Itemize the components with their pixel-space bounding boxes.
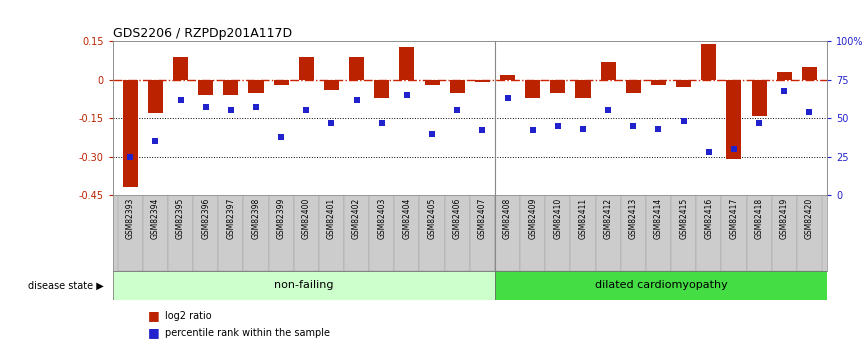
FancyBboxPatch shape [495,195,520,271]
Text: GSM82397: GSM82397 [226,198,236,239]
Bar [475,80,490,82]
FancyBboxPatch shape [369,195,394,271]
Text: GSM82405: GSM82405 [428,198,436,239]
FancyBboxPatch shape [495,272,827,299]
FancyBboxPatch shape [168,195,193,271]
Text: ■: ■ [148,309,160,322]
Bar [374,80,390,98]
Text: GSM82393: GSM82393 [126,198,135,239]
Bar [500,75,515,80]
Bar [399,47,415,80]
Text: non-failing: non-failing [274,280,333,290]
Text: GSM82398: GSM82398 [251,198,261,239]
FancyBboxPatch shape [319,195,344,271]
Text: GSM82409: GSM82409 [528,198,537,239]
FancyBboxPatch shape [218,195,243,271]
Text: GSM82404: GSM82404 [403,198,411,239]
FancyBboxPatch shape [621,195,646,271]
Bar [198,80,213,95]
FancyBboxPatch shape [268,195,294,271]
Text: dilated cardiomyopathy: dilated cardiomyopathy [595,280,727,290]
Text: GSM82399: GSM82399 [276,198,286,239]
Bar [274,80,288,85]
Text: GSM82413: GSM82413 [629,198,638,239]
Text: GSM82415: GSM82415 [679,198,688,239]
Text: GSM82412: GSM82412 [604,198,612,239]
Bar [223,80,238,95]
Bar [449,80,465,92]
FancyBboxPatch shape [571,195,596,271]
Text: GSM82403: GSM82403 [378,198,386,239]
Text: GSM82407: GSM82407 [478,198,487,239]
FancyBboxPatch shape [546,195,571,271]
Text: GSM82420: GSM82420 [805,198,814,239]
FancyBboxPatch shape [520,195,546,271]
Text: disease state ▶: disease state ▶ [29,280,104,290]
Text: GSM82416: GSM82416 [704,198,714,239]
Bar [777,72,792,80]
FancyBboxPatch shape [193,195,218,271]
FancyBboxPatch shape [772,195,797,271]
Text: GSM82414: GSM82414 [654,198,663,239]
Bar [148,80,163,113]
FancyBboxPatch shape [394,195,419,271]
Text: percentile rank within the sample: percentile rank within the sample [165,328,330,338]
Text: GSM82419: GSM82419 [779,198,789,239]
Text: ■: ■ [148,326,160,339]
FancyBboxPatch shape [671,195,696,271]
Text: GSM82395: GSM82395 [176,198,185,239]
Bar [349,57,364,80]
Bar [173,57,188,80]
Text: GSM82406: GSM82406 [453,198,462,239]
Bar [752,80,766,116]
Bar [802,67,817,80]
FancyBboxPatch shape [596,195,621,271]
Bar [651,80,666,85]
Bar [324,80,339,90]
Bar [576,80,591,98]
FancyBboxPatch shape [696,195,721,271]
Text: GSM82402: GSM82402 [352,198,361,239]
FancyBboxPatch shape [113,272,495,299]
FancyBboxPatch shape [118,195,143,271]
Text: GSM82400: GSM82400 [301,198,311,239]
Bar [727,80,741,159]
FancyBboxPatch shape [243,195,268,271]
Text: GSM82411: GSM82411 [578,198,587,239]
Bar [701,44,716,80]
Text: GSM82418: GSM82418 [754,198,764,239]
Bar [123,80,138,187]
Text: GDS2206 / RZPDp201A117D: GDS2206 / RZPDp201A117D [113,27,292,40]
Text: GSM82401: GSM82401 [327,198,336,239]
FancyBboxPatch shape [344,195,369,271]
Bar [550,80,565,92]
Bar [525,80,540,98]
Bar [601,62,616,80]
Text: GSM82394: GSM82394 [151,198,160,239]
Text: GSM82396: GSM82396 [201,198,210,239]
Text: log2 ratio: log2 ratio [165,311,211,321]
FancyBboxPatch shape [444,195,469,271]
Bar [676,80,691,87]
Text: GSM82408: GSM82408 [503,198,512,239]
FancyBboxPatch shape [143,195,168,271]
FancyBboxPatch shape [746,195,772,271]
FancyBboxPatch shape [646,195,671,271]
Bar [249,80,263,92]
FancyBboxPatch shape [797,195,822,271]
Text: GSM82417: GSM82417 [729,198,739,239]
FancyBboxPatch shape [419,195,444,271]
Text: GSM82410: GSM82410 [553,198,562,239]
FancyBboxPatch shape [721,195,746,271]
Bar [299,57,313,80]
Bar [626,80,641,92]
Bar [424,80,440,85]
FancyBboxPatch shape [469,195,495,271]
FancyBboxPatch shape [294,195,319,271]
